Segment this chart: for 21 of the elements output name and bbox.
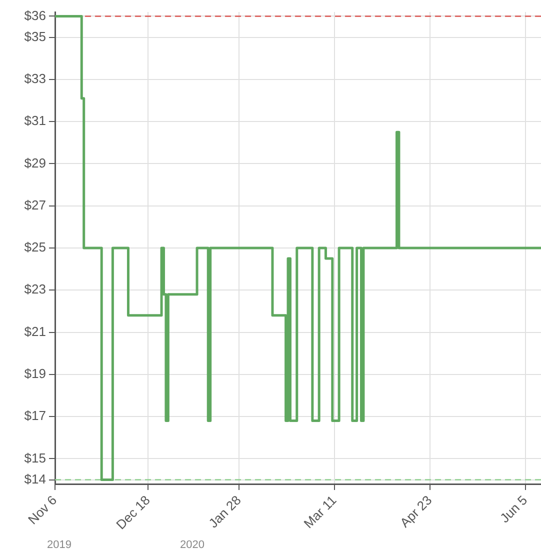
- y-tick-label: $21: [24, 324, 46, 339]
- x-tick-label: Jun 5: [497, 492, 530, 526]
- text: 2019: [47, 539, 72, 552]
- x-tick-label: Dec 18: [113, 492, 153, 532]
- y-tick-label: $27: [24, 197, 46, 212]
- y-tick-label: $19: [24, 366, 46, 382]
- y-tick-label: $31: [24, 113, 46, 128]
- y-tick-label: $33: [24, 71, 46, 86]
- x-tick-label: Apr 23: [396, 492, 435, 530]
- text: 2020: [180, 539, 204, 552]
- y-tick-label: $15: [24, 450, 46, 466]
- y-tick-label: $36: [24, 8, 46, 23]
- x-tick-label: Nov 6: [25, 492, 60, 528]
- y-tick-label: $17: [24, 408, 46, 424]
- y-tick-label: $23: [24, 282, 46, 297]
- y-tick-label: $25: [24, 240, 46, 255]
- y-tick-label: $35: [24, 28, 46, 44]
- x-tick-label: Jan 28: [206, 492, 244, 531]
- x-tick-label: Mar 11: [300, 492, 340, 532]
- y-tick-label: $29: [24, 155, 46, 170]
- y-tick-label: $14: [24, 471, 46, 486]
